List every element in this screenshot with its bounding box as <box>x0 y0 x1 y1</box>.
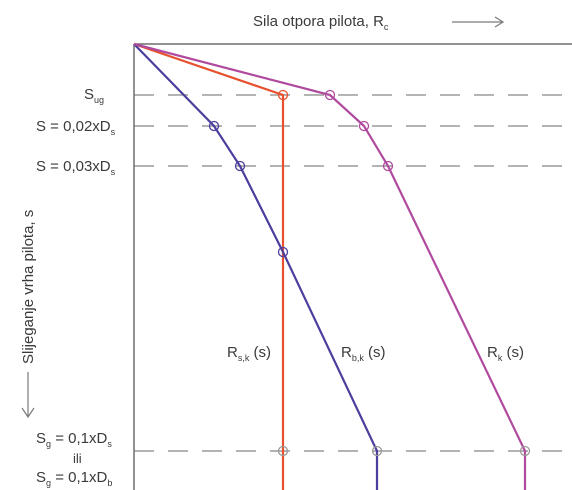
curve-label-r-k: Rk (s) <box>487 344 524 363</box>
label-s-g-line1: Sg = 0,1xDs <box>36 430 112 449</box>
curve-r-sk <box>133 42 285 490</box>
marker-sk-bk-intersection <box>277 246 289 258</box>
curve-label-r-bk: Rb,k (s) <box>341 344 386 363</box>
curve-r-k <box>133 42 527 490</box>
label-s-003: S = 0,03xDs <box>36 158 116 177</box>
marker-k-sg <box>519 445 531 457</box>
marker-k-s003 <box>382 160 394 172</box>
curve-r-bk <box>133 43 379 490</box>
left-axis-title: Slijeganje vrha pilota, s <box>20 210 37 364</box>
left-axis-arrow-icon <box>21 372 35 419</box>
marker-bk-s002 <box>208 120 220 132</box>
label-s-g-ili: ili <box>73 451 82 466</box>
top-axis-arrow-icon <box>452 16 505 28</box>
marker-k-s002 <box>358 120 370 132</box>
marker-sk-sg <box>277 445 289 457</box>
marker-k-sug <box>324 89 336 101</box>
label-s-g-line2: Sg = 0,1xDb <box>36 469 112 488</box>
top-axis-title: Sila otpora pilota, Rc <box>253 13 389 32</box>
curve-label-r-sk: Rs,k (s) <box>227 344 271 363</box>
marker-bk-sg <box>371 445 383 457</box>
marker-bk-s003 <box>234 160 246 172</box>
marker-sk-sug <box>277 89 289 101</box>
label-s-ug: Sug <box>84 86 104 105</box>
label-s-002: S = 0,02xDs <box>36 118 116 137</box>
